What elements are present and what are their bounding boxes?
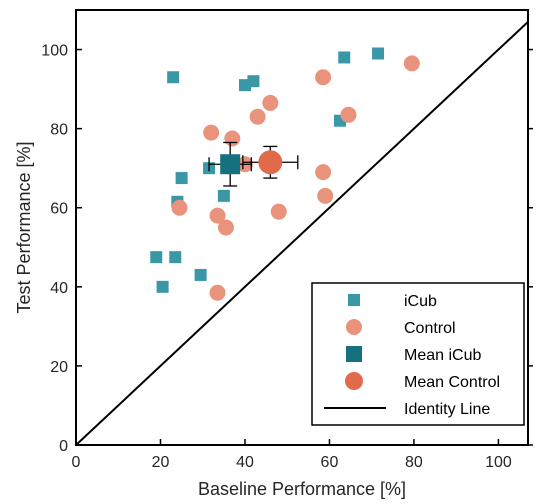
- icub-point: [372, 47, 385, 60]
- data-marks: [76, 21, 528, 445]
- y-tick-label: 40: [50, 280, 68, 297]
- legend-label-mean-control: Mean Control: [404, 374, 500, 391]
- icub-point: [217, 189, 230, 202]
- control-point: [171, 199, 188, 216]
- control-point: [249, 108, 266, 125]
- legend-label-identity-line: Identity Line: [404, 401, 490, 418]
- plot-frame: [75, 9, 529, 446]
- y-tick-label: 100: [41, 43, 68, 60]
- x-tick-label: 60: [321, 454, 339, 471]
- icub-point: [156, 280, 169, 293]
- x-tick-label: 20: [152, 454, 170, 471]
- x-tick-label: 100: [485, 454, 512, 471]
- y-tick-label: 20: [50, 359, 68, 376]
- control-point: [340, 106, 357, 123]
- legend-swatch-icub: [348, 294, 360, 306]
- control-point: [217, 219, 234, 236]
- x-tick-label: 80: [405, 454, 423, 471]
- icub-point: [338, 51, 351, 64]
- axes: 0 20 40 60 80 100 0 20 40 60 80 100: [41, 9, 533, 471]
- legend-label-icub: iCub: [404, 293, 437, 310]
- legend: iCub Control Mean iCub Mean Control Identity…: [311, 282, 525, 426]
- control-point: [209, 284, 226, 301]
- x-axis-label: Baseline Performance [%]: [198, 479, 406, 499]
- y-tick-label: 80: [50, 122, 68, 139]
- x-tick-label: 40: [236, 454, 254, 471]
- legend-swatch-control: [346, 319, 362, 335]
- icub-point: [150, 251, 163, 264]
- y-axis-label: Test Performance [%]: [14, 141, 34, 313]
- control-point: [315, 164, 332, 181]
- icub-point: [169, 251, 182, 264]
- mean-control-point: [258, 150, 283, 175]
- legend-swatch-mean-control: [345, 372, 363, 390]
- control-point: [270, 203, 287, 220]
- control-point: [262, 94, 279, 111]
- mean-icub-point: [220, 154, 241, 175]
- legend-swatch-mean-icub: [346, 346, 362, 362]
- control-point: [203, 124, 220, 141]
- legend-label-mean-icub: Mean iCub: [404, 347, 481, 364]
- x-tick-label: 0: [72, 454, 81, 471]
- legend-label-control: Control: [404, 320, 456, 337]
- control-point: [317, 187, 334, 204]
- icub-point: [194, 268, 207, 281]
- icub-point: [247, 75, 260, 88]
- icub-point: [167, 71, 180, 84]
- control-point: [209, 207, 226, 224]
- control-point: [224, 130, 241, 147]
- control-point: [315, 69, 332, 86]
- icub-point: [175, 172, 188, 185]
- y-tick-label: 60: [50, 201, 68, 218]
- y-tick-label: 0: [59, 438, 68, 455]
- identity-line: [76, 21, 528, 445]
- control-point: [403, 55, 420, 72]
